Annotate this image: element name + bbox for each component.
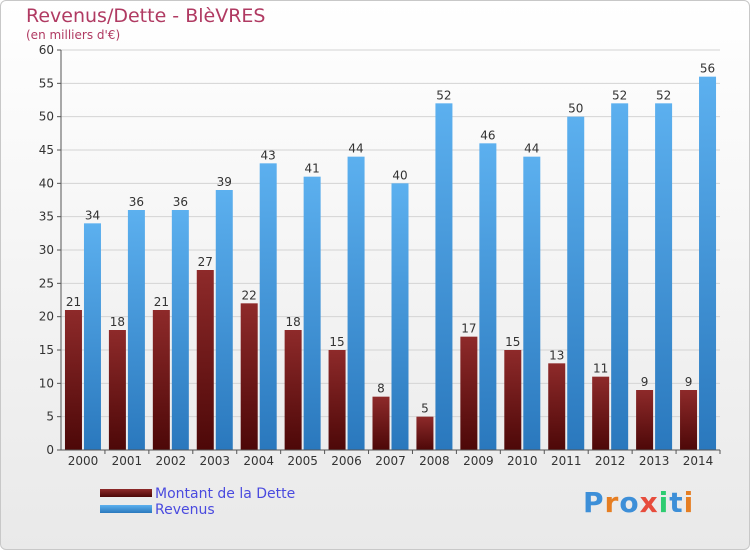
bar-debt	[548, 363, 566, 450]
data-label-debt: 17	[461, 322, 476, 336]
data-label-debt: 5	[421, 402, 429, 416]
bar-debt	[504, 350, 522, 450]
x-tick-label: 2014	[683, 454, 714, 468]
bar-revenue	[347, 156, 365, 450]
data-label-debt: 8	[377, 382, 385, 396]
data-label-revenue: 39	[217, 175, 232, 189]
chart-title: Revenus/Dette - BlèVRES	[26, 5, 266, 27]
bar-revenue	[83, 223, 101, 450]
x-tick-label: 2001	[112, 454, 143, 468]
bar-debt	[680, 390, 698, 450]
data-label-revenue: 44	[524, 142, 539, 156]
y-tick-label: 25	[39, 276, 54, 290]
bar-revenue	[479, 143, 497, 451]
y-tick-label: 55	[39, 76, 54, 90]
x-tick-label: 2002	[156, 454, 187, 468]
data-label-revenue: 52	[656, 88, 671, 102]
bar-revenue	[567, 116, 585, 451]
data-label-revenue: 50	[568, 102, 583, 116]
data-label-revenue: 44	[348, 142, 363, 156]
y-tick-label: 50	[39, 110, 54, 124]
x-tick-label: 2013	[639, 454, 670, 468]
bar-revenue	[303, 176, 321, 450]
data-label-debt: 13	[549, 348, 564, 362]
y-tick-label: 60	[39, 43, 54, 57]
data-label-revenue: 36	[129, 195, 144, 209]
data-label-debt: 15	[505, 335, 520, 349]
legend-label-revenue: Revenus	[155, 502, 215, 518]
bar-debt	[592, 376, 610, 450]
bar-debt	[196, 270, 214, 450]
bar-revenue	[655, 103, 673, 450]
y-tick-label: 20	[39, 310, 54, 324]
x-tick-label: 2000	[68, 454, 99, 468]
bar-revenue	[699, 76, 717, 451]
data-label-revenue: 36	[173, 195, 188, 209]
x-tick-label: 2004	[243, 454, 274, 468]
data-label-revenue: 34	[85, 208, 100, 222]
bar-debt	[416, 416, 434, 450]
bar-debt	[240, 303, 258, 450]
bar-debt	[636, 390, 654, 450]
bar-revenue	[259, 163, 277, 451]
legend-label-debt: Montant de la Dette	[155, 486, 296, 502]
legend-swatch-debt	[100, 489, 152, 497]
y-tick-label: 45	[39, 143, 54, 157]
y-tick-label: 40	[39, 176, 54, 190]
bar-revenue	[435, 103, 453, 450]
bar-revenue	[611, 103, 629, 450]
data-label-revenue: 46	[480, 128, 495, 142]
chart-subtitle: (en milliers d'€)	[26, 28, 121, 42]
bar-debt	[64, 310, 82, 450]
bar-revenue	[215, 190, 233, 450]
x-tick-label: 2010	[507, 454, 538, 468]
data-label-debt: 18	[110, 315, 125, 329]
bar-debt	[152, 310, 170, 450]
data-label-debt: 9	[685, 375, 693, 389]
data-label-revenue: 52	[436, 88, 451, 102]
bar-debt	[284, 330, 302, 450]
x-tick-label: 2007	[375, 454, 406, 468]
data-label-debt: 22	[242, 288, 257, 302]
data-label-revenue: 40	[392, 168, 407, 182]
y-tick-label: 35	[39, 210, 54, 224]
data-label-debt: 27	[198, 255, 213, 269]
bar-debt	[372, 396, 390, 450]
x-tick-label: 2011	[551, 454, 582, 468]
bar-revenue	[391, 183, 409, 451]
data-label-debt: 21	[66, 295, 81, 309]
bar-revenue	[523, 156, 541, 450]
data-label-revenue: 41	[304, 162, 319, 176]
x-tick-label: 2003	[199, 454, 230, 468]
data-label-debt: 21	[154, 295, 169, 309]
y-tick-label: 0	[46, 443, 54, 457]
data-label-revenue: 43	[261, 148, 276, 162]
x-tick-label: 2008	[419, 454, 450, 468]
data-label-debt: 11	[593, 362, 608, 376]
data-label-debt: 18	[285, 315, 300, 329]
bar-debt	[460, 336, 478, 450]
data-label-revenue: 56	[700, 62, 715, 76]
data-label-debt: 9	[641, 375, 649, 389]
y-tick-label: 15	[39, 343, 54, 357]
x-tick-label: 2006	[331, 454, 362, 468]
x-tick-label: 2005	[287, 454, 318, 468]
proxiti-logo: Proxiti	[583, 486, 695, 519]
bar-debt	[328, 350, 346, 450]
bar-debt	[108, 330, 126, 450]
data-label-revenue: 52	[612, 88, 627, 102]
x-tick-label: 2009	[463, 454, 494, 468]
y-tick-label: 30	[39, 243, 54, 257]
y-tick-label: 5	[46, 410, 54, 424]
data-label-debt: 15	[329, 335, 344, 349]
y-tick-label: 10	[39, 376, 54, 390]
legend-swatch-revenue	[100, 505, 152, 513]
bar-revenue	[127, 210, 145, 450]
bar-revenue	[171, 210, 189, 450]
x-tick-label: 2012	[595, 454, 626, 468]
